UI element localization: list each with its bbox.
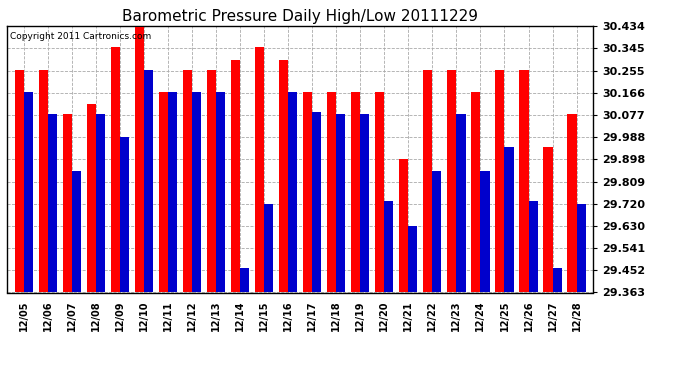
Bar xyxy=(433,171,442,292)
Bar xyxy=(423,69,433,292)
Bar xyxy=(255,47,264,292)
Bar xyxy=(567,114,577,292)
Bar xyxy=(312,112,322,292)
Bar xyxy=(553,268,562,292)
Bar xyxy=(471,92,480,292)
Bar xyxy=(231,60,240,292)
Bar xyxy=(456,114,466,292)
Text: Copyright 2011 Cartronics.com: Copyright 2011 Cartronics.com xyxy=(10,32,151,40)
Bar xyxy=(39,69,48,292)
Bar xyxy=(183,69,192,292)
Bar xyxy=(192,92,201,292)
Bar xyxy=(120,136,129,292)
Bar xyxy=(520,69,529,292)
Bar xyxy=(264,204,273,292)
Bar xyxy=(303,92,312,292)
Bar xyxy=(144,69,153,292)
Title: Barometric Pressure Daily High/Low 20111229: Barometric Pressure Daily High/Low 20111… xyxy=(122,9,478,24)
Bar xyxy=(110,47,120,292)
Bar xyxy=(400,159,408,292)
Bar xyxy=(14,69,23,292)
Bar xyxy=(288,92,297,292)
Bar xyxy=(384,201,393,292)
Bar xyxy=(159,92,168,292)
Bar xyxy=(135,27,144,292)
Bar xyxy=(336,114,345,292)
Bar xyxy=(240,268,249,292)
Bar xyxy=(327,92,336,292)
Bar xyxy=(63,114,72,292)
Bar xyxy=(23,92,33,292)
Bar xyxy=(529,201,538,292)
Bar xyxy=(351,92,360,292)
Bar xyxy=(495,69,504,292)
Bar xyxy=(216,92,225,292)
Bar xyxy=(96,114,105,292)
Bar xyxy=(504,147,513,292)
Bar xyxy=(87,104,96,292)
Bar xyxy=(360,114,369,292)
Bar xyxy=(447,69,456,292)
Bar xyxy=(72,171,81,292)
Bar xyxy=(375,92,384,292)
Bar xyxy=(48,114,57,292)
Bar xyxy=(480,171,490,292)
Bar xyxy=(544,147,553,292)
Bar xyxy=(577,204,586,292)
Bar xyxy=(279,60,288,292)
Bar xyxy=(168,92,177,292)
Bar xyxy=(207,69,216,292)
Bar xyxy=(408,226,417,292)
